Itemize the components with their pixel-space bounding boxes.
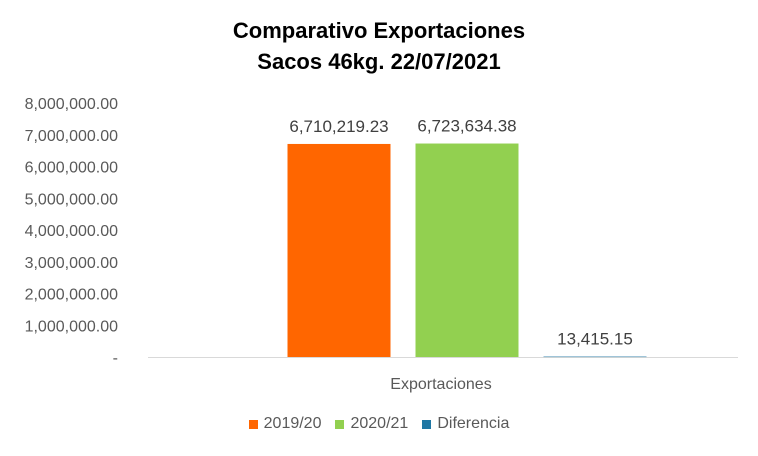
- legend-swatch-2019-20: [248, 419, 258, 429]
- y-tick-label: 5,000,000.00: [25, 191, 119, 208]
- data-label: 6,710,219.23: [289, 117, 388, 136]
- y-tick-label: 2,000,000.00: [25, 287, 119, 304]
- y-tick-label: 6,000,000.00: [25, 160, 119, 177]
- chart-title-line-2: Sacos 46kg. 22/07/2021: [257, 49, 501, 74]
- y-tick-label: 7,000,000.00: [25, 128, 119, 145]
- legend-label-diferencia: Diferencia: [437, 415, 510, 432]
- y-tick-label: 3,000,000.00: [25, 255, 119, 272]
- data-label: 6,723,634.38: [417, 117, 516, 136]
- legend-item-2020-21: 2020/21: [335, 415, 408, 433]
- y-tick-label: -: [113, 350, 118, 367]
- data-label: 13,415.15: [557, 330, 633, 349]
- legend-item-2019-20: 2019/20: [248, 415, 322, 433]
- x-category-label: Exportaciones: [390, 376, 491, 393]
- y-tick-label: 4,000,000.00: [25, 223, 119, 240]
- legend-label-2020-21: 2020/21: [350, 415, 409, 432]
- legend-swatch-2020-21: [335, 419, 345, 429]
- y-tick-label: 8,000,000.00: [25, 96, 119, 113]
- chart-legend: 2019/20 2020/21 Diferencia: [0, 415, 758, 433]
- bar-2020-21: [415, 143, 519, 357]
- legend-item-diferencia: Diferencia: [422, 415, 509, 433]
- legend-swatch-diferencia: [422, 419, 432, 429]
- y-tick-label: 1,000,000.00: [25, 318, 119, 335]
- legend-label-2019-20: 2019/20: [263, 415, 322, 432]
- bar-diferencia: [543, 356, 647, 358]
- bar-2019-20: [287, 143, 391, 357]
- chart-title-line-1: Comparativo Exportaciones: [232, 18, 526, 43]
